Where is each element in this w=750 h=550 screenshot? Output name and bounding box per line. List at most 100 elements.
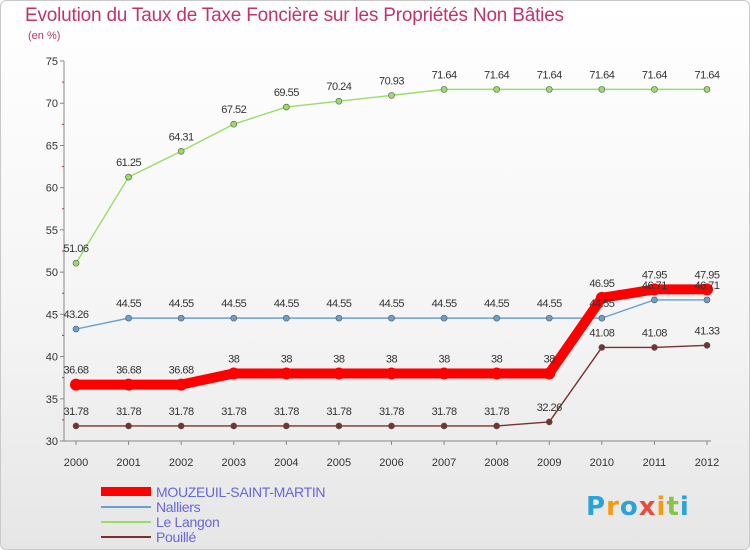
data-point — [388, 422, 395, 430]
legend-label: Pouillé — [156, 529, 196, 545]
data-label: 38 — [333, 353, 345, 365]
data-label: 38 — [438, 353, 450, 365]
data-label: 44.55 — [432, 298, 457, 310]
data-label: 70.93 — [379, 75, 404, 87]
data-label: 31.78 — [379, 406, 404, 418]
x-tick-label: 2010 — [590, 457, 614, 469]
data-label: 44.55 — [221, 298, 246, 310]
data-point — [440, 314, 448, 322]
legend-swatch — [101, 521, 151, 523]
data-point — [177, 147, 185, 155]
data-point — [703, 86, 711, 93]
logo-letter: t — [666, 492, 680, 522]
data-label: 31.78 — [484, 406, 509, 418]
data-label: 44.55 — [379, 298, 404, 310]
data-label: 38 — [386, 353, 398, 365]
data-point — [283, 314, 290, 322]
data-point — [598, 314, 606, 322]
data-point — [493, 422, 500, 430]
data-point — [493, 86, 500, 93]
data-point — [598, 86, 606, 93]
data-label: 36.68 — [169, 365, 194, 377]
x-tick-label: 2008 — [484, 457, 508, 469]
data-label: 44.55 — [116, 298, 141, 310]
y-tick-label: 45 — [46, 309, 58, 321]
logo-letter: P — [586, 492, 607, 522]
y-tick-label: 60 — [46, 183, 58, 195]
data-point — [230, 120, 238, 128]
data-point — [280, 367, 293, 380]
data-point — [72, 259, 80, 267]
data-label: 43.26 — [63, 309, 88, 321]
data-point — [70, 378, 82, 391]
y-tick-label: 35 — [46, 394, 58, 406]
data-label: 69.55 — [274, 87, 299, 99]
data-point — [545, 418, 553, 426]
x-tick-label: 2000 — [64, 457, 88, 469]
legend-swatch — [101, 536, 151, 538]
logo-letter: x — [638, 492, 657, 522]
y-tick-label: 65 — [46, 140, 58, 152]
data-point — [440, 422, 448, 430]
data-label: 71.64 — [432, 69, 457, 81]
data-label: 36.68 — [63, 365, 88, 377]
data-label: 44.55 — [589, 298, 614, 310]
x-tick-label: 2012 — [695, 457, 719, 469]
data-label: 46.95 — [589, 278, 614, 290]
data-label: 31.78 — [432, 406, 457, 418]
data-point — [598, 344, 606, 351]
data-label: 31.78 — [221, 406, 246, 418]
data-label: 47.95 — [642, 269, 667, 281]
data-label: 36.68 — [116, 365, 141, 377]
data-label: 64.31 — [169, 131, 194, 143]
data-point — [72, 325, 80, 333]
x-tick-label: 2011 — [643, 457, 667, 469]
data-label: 32.26 — [537, 402, 562, 414]
data-point — [543, 367, 556, 380]
data-point — [230, 422, 238, 430]
x-tick-label: 2001 — [116, 457, 140, 469]
data-label: 44.55 — [274, 298, 299, 310]
data-point — [385, 367, 398, 380]
data-point — [283, 422, 290, 430]
data-label: 67.52 — [221, 104, 246, 116]
legend-swatch — [101, 506, 151, 508]
data-label: 44.55 — [484, 298, 509, 310]
data-point — [230, 314, 238, 322]
x-tick-label: 2005 — [327, 457, 351, 469]
data-label: 46.71 — [642, 280, 667, 292]
proxiti-logo: Proxiti — [586, 492, 690, 522]
data-label: 31.78 — [169, 406, 194, 418]
data-point — [335, 422, 343, 430]
data-label: 47.95 — [694, 269, 719, 281]
data-point — [545, 86, 553, 93]
data-label: 46.71 — [694, 280, 719, 292]
data-label: 41.08 — [589, 327, 614, 339]
data-label: 44.55 — [537, 298, 562, 310]
data-label: 71.64 — [484, 69, 509, 81]
data-label: 41.33 — [694, 325, 719, 337]
data-point — [651, 86, 658, 93]
data-point — [703, 342, 711, 349]
x-tick-label: 2006 — [379, 457, 403, 469]
data-label: 71.64 — [694, 69, 719, 81]
data-point — [703, 296, 711, 304]
chart-subtitle: (en %) — [28, 30, 61, 42]
data-label: 61.25 — [116, 157, 141, 169]
y-tick-label: 55 — [46, 225, 58, 237]
data-point — [177, 422, 185, 430]
data-label: 31.78 — [63, 406, 88, 418]
data-point — [388, 92, 395, 99]
logo-letter: r — [606, 492, 620, 522]
data-label: 38 — [281, 353, 293, 365]
data-point — [651, 344, 658, 351]
data-label: 71.64 — [589, 69, 614, 81]
data-label: 38 — [491, 353, 503, 365]
chart-title: Evolution du Taux de Taxe Foncière sur l… — [25, 5, 564, 26]
data-point — [175, 378, 188, 391]
data-label: 51.06 — [63, 243, 88, 255]
data-point — [335, 314, 343, 322]
x-tick-label: 2007 — [432, 457, 456, 469]
